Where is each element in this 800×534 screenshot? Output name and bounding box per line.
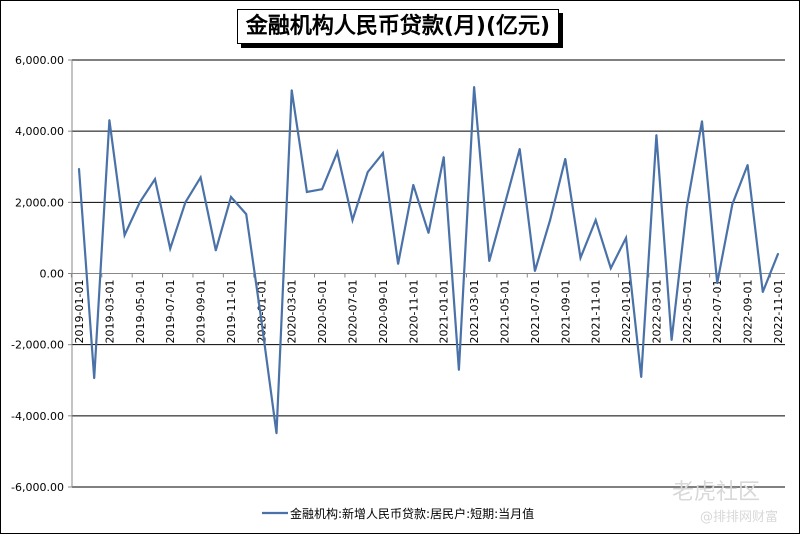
data-point bbox=[549, 219, 552, 222]
data-point bbox=[245, 213, 248, 216]
x-tick-label: 2022-01-01 bbox=[620, 280, 633, 344]
x-tick-label: 2021-01-01 bbox=[438, 280, 451, 344]
watermark-logo: 老虎社区 bbox=[672, 474, 760, 506]
data-point bbox=[169, 247, 172, 250]
data-point bbox=[427, 231, 430, 234]
data-point bbox=[336, 151, 339, 154]
x-tick-label: 2019-01-01 bbox=[73, 280, 86, 344]
x-tick-label: 2020-05-01 bbox=[316, 280, 329, 344]
data-point bbox=[108, 119, 111, 122]
x-tick-label: 2022-09-01 bbox=[742, 280, 755, 344]
data-point bbox=[746, 163, 749, 166]
data-point bbox=[381, 152, 384, 155]
data-point bbox=[716, 282, 719, 285]
data-point bbox=[640, 376, 643, 379]
data-point bbox=[366, 171, 369, 174]
y-tick-label: -6,000.00 bbox=[11, 481, 64, 494]
x-tick-label: 2022-11-01 bbox=[772, 280, 785, 344]
data-point bbox=[761, 291, 764, 294]
x-tick-label: 2020-03-01 bbox=[286, 280, 299, 344]
y-tick-label: 4,000.00 bbox=[15, 125, 64, 138]
data-point bbox=[351, 219, 354, 222]
x-tick-label: 2021-03-01 bbox=[468, 280, 481, 344]
x-tick-label: 2020-11-01 bbox=[407, 280, 420, 344]
data-point bbox=[701, 120, 704, 123]
data-point bbox=[442, 156, 445, 159]
data-point bbox=[473, 86, 476, 89]
x-tick-label: 2019-05-01 bbox=[134, 280, 147, 344]
data-point bbox=[685, 205, 688, 208]
data-point bbox=[214, 249, 217, 252]
data-point bbox=[564, 157, 567, 160]
x-tick-label: 2020-07-01 bbox=[347, 280, 360, 344]
data-point bbox=[93, 377, 96, 380]
watermark-handle: @排排网财富 bbox=[700, 510, 779, 525]
y-tick-label: -2,000.00 bbox=[11, 339, 64, 352]
data-point bbox=[655, 134, 658, 137]
x-tick-label: 2020-09-01 bbox=[377, 280, 390, 344]
data-point bbox=[670, 339, 673, 342]
data-point bbox=[457, 368, 460, 371]
x-tick-label: 2021-05-01 bbox=[498, 280, 511, 344]
y-tick-label: 6,000.00 bbox=[15, 54, 64, 67]
x-tick-label: 2019-09-01 bbox=[195, 280, 208, 344]
x-tick-label: 2019-03-01 bbox=[103, 280, 116, 344]
data-point bbox=[305, 191, 308, 194]
watermark-text: 老虎社区 bbox=[672, 480, 761, 505]
data-point bbox=[153, 178, 156, 181]
data-point bbox=[290, 89, 293, 92]
data-point bbox=[731, 203, 734, 206]
data-point bbox=[78, 167, 80, 170]
x-tick-label: 2022-05-01 bbox=[681, 280, 694, 344]
data-point bbox=[518, 147, 521, 150]
data-point bbox=[275, 432, 278, 435]
x-tick-label: 2021-09-01 bbox=[559, 280, 572, 344]
data-point bbox=[625, 236, 628, 239]
x-tick-label: 2019-11-01 bbox=[225, 280, 238, 344]
y-tick-label: -4,000.00 bbox=[11, 410, 64, 423]
y-tick-label: 0.00 bbox=[40, 268, 65, 281]
data-point bbox=[260, 318, 263, 321]
data-point bbox=[397, 262, 400, 265]
data-point bbox=[184, 201, 187, 204]
x-tick-label: 2019-07-01 bbox=[164, 280, 177, 344]
data-point bbox=[488, 260, 491, 263]
data-point bbox=[579, 256, 582, 259]
data-point bbox=[503, 204, 506, 207]
x-tick-label: 2022-03-01 bbox=[650, 280, 663, 344]
data-point bbox=[123, 234, 126, 237]
data-point bbox=[533, 270, 536, 273]
x-tick-label: 2022-07-01 bbox=[711, 280, 724, 344]
data-point bbox=[777, 252, 779, 255]
data-point bbox=[138, 201, 141, 204]
y-tick-label: 2,000.00 bbox=[15, 196, 64, 209]
x-tick-label: 2021-07-01 bbox=[529, 280, 542, 344]
x-tick-label: 2021-11-01 bbox=[590, 280, 603, 344]
data-point bbox=[609, 267, 612, 270]
legend-label: 金融机构:新增人民币贷款:居民户:短期:当月值 bbox=[290, 506, 534, 521]
data-point bbox=[412, 183, 415, 186]
series-line bbox=[77, 86, 780, 434]
data-point bbox=[199, 176, 202, 179]
data-point bbox=[594, 219, 597, 222]
data-point bbox=[321, 188, 324, 191]
chart-title: 金融机构人民币贷款(月)(亿元) bbox=[237, 9, 559, 44]
data-point bbox=[229, 195, 232, 198]
